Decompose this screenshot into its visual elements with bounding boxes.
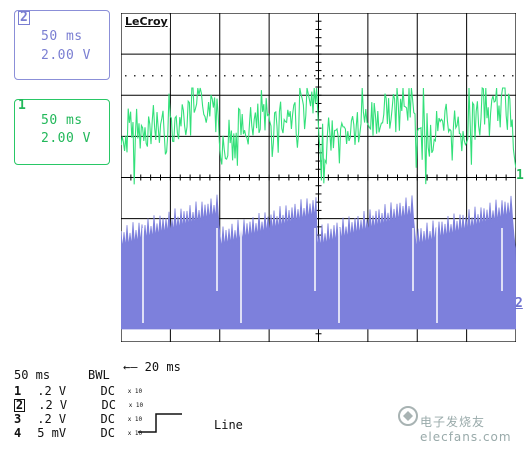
watermark-logo-icon (398, 406, 418, 426)
channel-coupling: DC (101, 398, 116, 412)
channel-1-volts: 2.00 V (41, 131, 91, 146)
channel-3-settings-row: 3 .2 V DC x 10 (14, 412, 143, 426)
bandwidth-limit-label: BWL (88, 368, 110, 382)
probe-attenuation: x 10 (128, 402, 144, 409)
watermark-text: 电子发烧友 elecfans.com (420, 415, 512, 444)
channel-2-trace-marker: 2 (515, 296, 523, 311)
channel-coupling: DC (100, 384, 115, 398)
trigger-source-label: Line (214, 418, 243, 432)
channel-scale: .2 V (37, 384, 67, 398)
channel-scale: .2 V (38, 398, 68, 412)
channel-number: 2 (14, 398, 25, 412)
channel-scale: .2 V (37, 412, 67, 426)
channel-4-settings-row: 4 5 mV DC x 10 (14, 426, 143, 440)
channel-coupling: DC (100, 426, 115, 440)
channel-scale: 5 mV (37, 426, 67, 440)
trigger-slope-icon (138, 413, 182, 433)
channel-2-info-box: 2 50 ms 2.00 V (14, 10, 110, 80)
channel-2-waveform (121, 194, 516, 330)
channel-1-waveform (121, 86, 516, 185)
channel-number: 3 (14, 412, 22, 426)
channel-2-settings-row: 2 .2 V DC x 10 (14, 398, 144, 412)
channel-1-number: 1 (18, 98, 26, 113)
channel-1-info-box: 1 50 ms 2.00 V (14, 98, 110, 165)
channel-1-trace-marker: 1 (516, 168, 524, 183)
channel-1-timebase: 50 ms (41, 113, 83, 128)
channel-2-timebase: 50 ms (41, 29, 83, 44)
probe-attenuation: x 10 (127, 388, 143, 395)
probe-attenuation: x 10 (127, 416, 143, 423)
channel-number: 4 (14, 426, 22, 440)
channel-number: 1 (14, 384, 22, 398)
scope-brand-label: LeCroy (123, 15, 170, 28)
channel-1-settings-row: 1 .2 V DC x 10 (14, 384, 143, 398)
timebase-readout: 50 ms (14, 368, 51, 382)
probe-attenuation: x 10 (127, 430, 143, 437)
horizontal-scale-indicator: ←— 20 ms (123, 360, 181, 374)
oscilloscope-screen (121, 13, 516, 342)
channel-2-volts: 2.00 V (41, 48, 91, 63)
channel-coupling: DC (100, 412, 115, 426)
channel-2-number: 2 (18, 10, 30, 25)
